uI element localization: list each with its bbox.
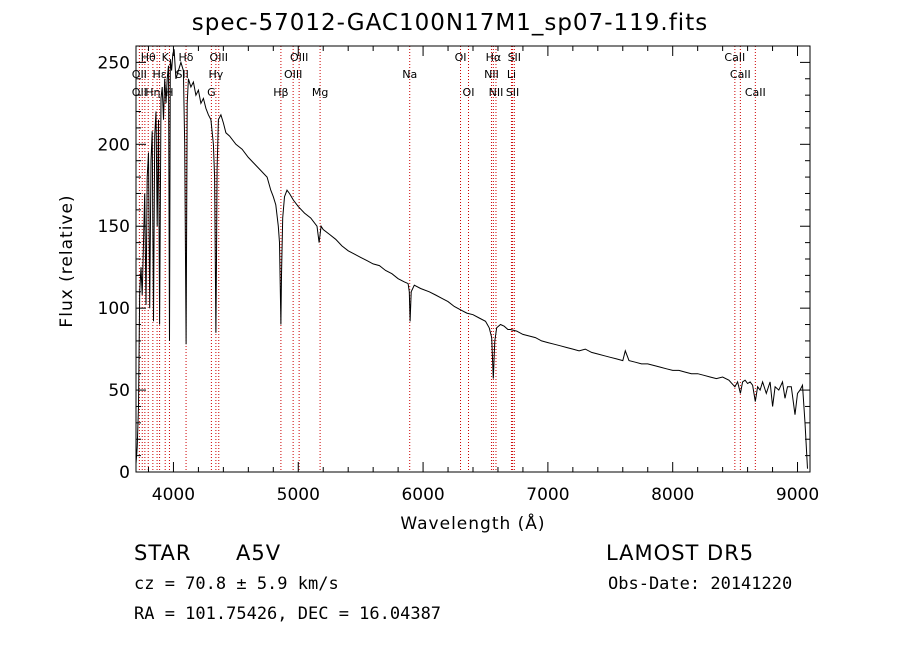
plot-frame — [135, 45, 811, 473]
ra-dec: RA = 101.75426, DEC = 16.04387 — [134, 604, 442, 624]
line-label: OIII — [210, 51, 228, 64]
line-label: OI — [455, 51, 467, 64]
line-label: NII — [484, 68, 499, 81]
y-tick-label: 250 — [98, 53, 130, 73]
line-label: Hγ — [208, 68, 223, 81]
y-tick-label: 100 — [98, 299, 130, 319]
y-axis-label: Flux (relative) — [57, 194, 77, 327]
line-label: G — [207, 86, 216, 99]
line-label: H — [165, 86, 173, 99]
chart-title: spec-57012-GAC100N17M1_sp07-119.fits — [191, 10, 709, 36]
line-label: Hδ — [179, 51, 194, 64]
line-label: Hθ — [141, 51, 156, 64]
line-label: CaII — [730, 68, 751, 81]
x-tick-label: 4000 — [152, 485, 195, 505]
line-label: OIII — [290, 51, 308, 64]
spectrum-series — [135, 49, 808, 469]
x-tick-label: 5000 — [277, 485, 320, 505]
line-label: OI — [463, 86, 475, 99]
line-label: CaII — [745, 86, 766, 99]
line-label: Mg — [312, 86, 328, 99]
y-tick-label: 200 — [98, 135, 130, 155]
x-axis-label: Wavelength (Å) — [400, 512, 545, 534]
line-label: SII — [506, 86, 519, 99]
line-label: OIII — [284, 68, 302, 81]
redshift-cz: cz = 70.8 ± 5.9 km/s — [134, 574, 339, 594]
y-tick-label: 150 — [98, 217, 130, 237]
line-label: Hα — [486, 51, 502, 64]
line-label: SII — [175, 68, 188, 81]
observation-date: Obs-Date: 20141220 — [608, 574, 793, 594]
y-tick-label: 0 — [119, 463, 130, 483]
line-label: Li — [507, 68, 516, 81]
axis-ticks: 4000 5000 6000 7000 8000 9000 0 50 100 150 200 250 — [98, 45, 819, 505]
line-label: K — [162, 51, 170, 64]
object-subclass: A5V — [236, 541, 282, 565]
line-label: Hη — [145, 86, 160, 99]
line-label: Na — [402, 68, 417, 81]
line-label: SII — [508, 51, 521, 64]
survey-name: LAMOST DR5 — [606, 541, 755, 565]
line-label: Hε — [152, 68, 166, 81]
x-tick-label: 8000 — [651, 485, 694, 505]
x-tick-label: 6000 — [401, 485, 444, 505]
line-label: NII — [489, 86, 504, 99]
emission-line-markers — [138, 46, 756, 472]
y-tick-label: 50 — [108, 381, 130, 401]
x-tick-label: 9000 — [776, 485, 819, 505]
line-label: CaII — [724, 51, 745, 64]
line-label: Hβ — [273, 86, 288, 99]
x-tick-label: 7000 — [526, 485, 569, 505]
object-class: STAR — [134, 541, 192, 565]
